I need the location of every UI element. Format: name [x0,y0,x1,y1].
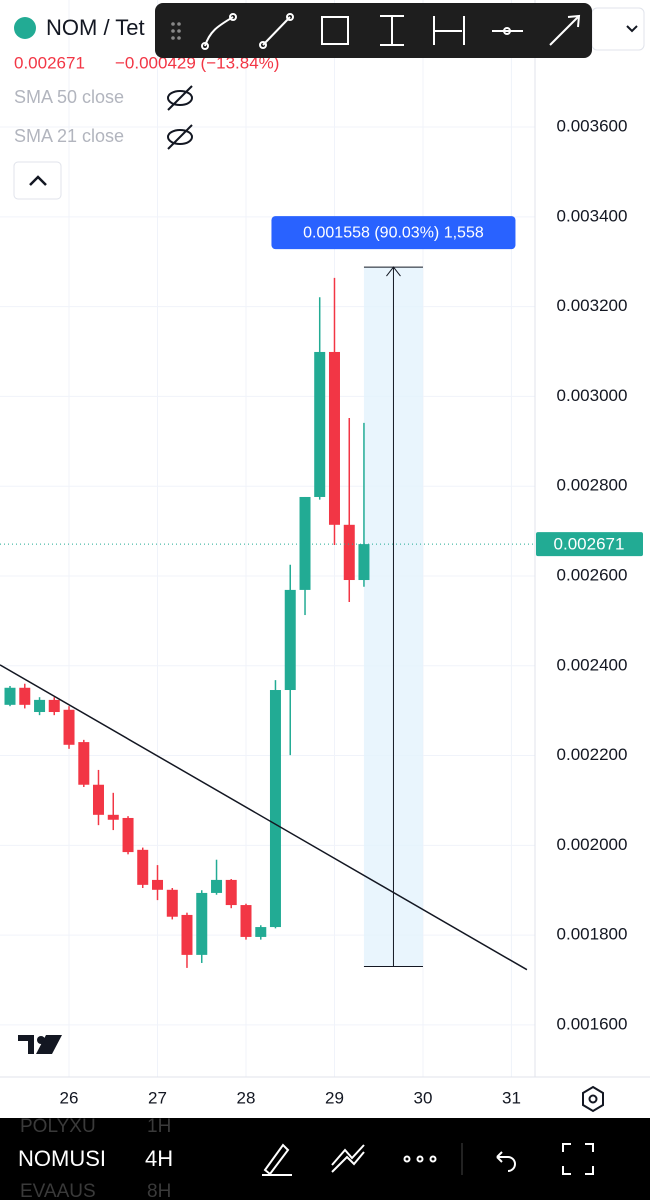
dropdown[interactable] [591,7,645,51]
y-tick-label: 0.003600 [557,117,628,136]
price: 0.002671 [14,53,85,72]
candle-body [181,914,193,955]
dropdown-chevron [626,25,638,33]
price-label-bg [536,532,643,557]
y-tick-label: 0.003200 [557,296,628,315]
candle-body [63,709,75,745]
y-tick-label: 0.001800 [557,925,628,944]
trend-line [0,664,528,971]
collapse-button[interactable] [13,161,62,200]
candle-body [196,892,208,955]
x-tick-label: 28 [237,1088,256,1107]
y-tick-label: 0.002200 [557,745,628,764]
candle-body [255,927,267,937]
price-label: 0.002671 [554,535,625,554]
candle-body [269,690,281,928]
hide-icons[interactable] [167,85,193,150]
y-tick-label: 0.002600 [557,565,628,584]
candle-body [78,742,90,785]
logo [18,1035,62,1054]
drawing-toolbar [155,3,592,58]
settings-icon [588,1094,598,1104]
y-tick-label: 0.002400 [557,655,628,674]
candle-body [48,699,60,713]
bottom-bar [0,1118,650,1200]
candle-body [137,849,149,885]
candle-body [107,814,119,820]
candle-body [19,687,31,705]
candle-body [92,784,104,815]
indicator: SMA 50 close [14,87,124,107]
measure-label: 0.001558 (90.03%) 1,558 [303,224,484,241]
interval-option[interactable]: 4H [145,1146,173,1171]
measure-label-bg [271,216,516,250]
chevron-up [29,175,47,186]
candle-body [314,351,326,497]
measure-arrow [386,266,401,277]
grid [0,0,535,1077]
x-tick-label: 27 [148,1088,167,1107]
y-tick-label: 0.002000 [557,835,628,854]
x-tick-label: 29 [325,1088,344,1107]
candle-body [358,544,370,581]
logo [37,1036,45,1044]
candle-body [34,699,46,713]
change: −0.000429 (−13.84%) [115,53,279,72]
x-tick-label: 31 [502,1088,521,1107]
y-tick-label: 0.003000 [557,386,628,405]
candle-body [240,905,252,937]
candle-body [4,687,16,705]
y-tick-label: 0.002800 [557,476,628,495]
candle-body [122,817,134,853]
indicator: SMA 21 close [14,126,124,146]
candle-body [299,496,311,590]
axes: 0.001600 0.001800 0.002000 0.002200 0.002400… [60,117,643,1107]
symbol-option[interactable]: NOMUSI [18,1146,106,1171]
x-tick-label: 26 [60,1088,79,1107]
x-tick-label: 30 [414,1088,433,1107]
y-tick-label: 0.001600 [557,1014,628,1033]
interval-option[interactable]: 1H [147,1116,171,1137]
candle-body [166,889,178,917]
interval-option[interactable]: 8H [147,1181,171,1200]
settings-icon[interactable] [582,1085,604,1113]
symbol-icon [14,17,36,39]
candle-body [152,879,164,890]
candle-body [328,351,340,525]
candle-body [211,879,223,893]
symbol-option[interactable]: POLYXU [20,1116,96,1137]
candle-body [284,589,296,691]
candle-body [225,879,237,906]
plot [0,266,535,971]
y-tick-label: 0.003400 [557,206,628,225]
bottom-icons[interactable] [262,1143,594,1176]
symbol-option[interactable]: EVAAUS [20,1181,96,1200]
symbol: NOM / Tet [46,15,145,40]
candle-body [343,524,355,581]
